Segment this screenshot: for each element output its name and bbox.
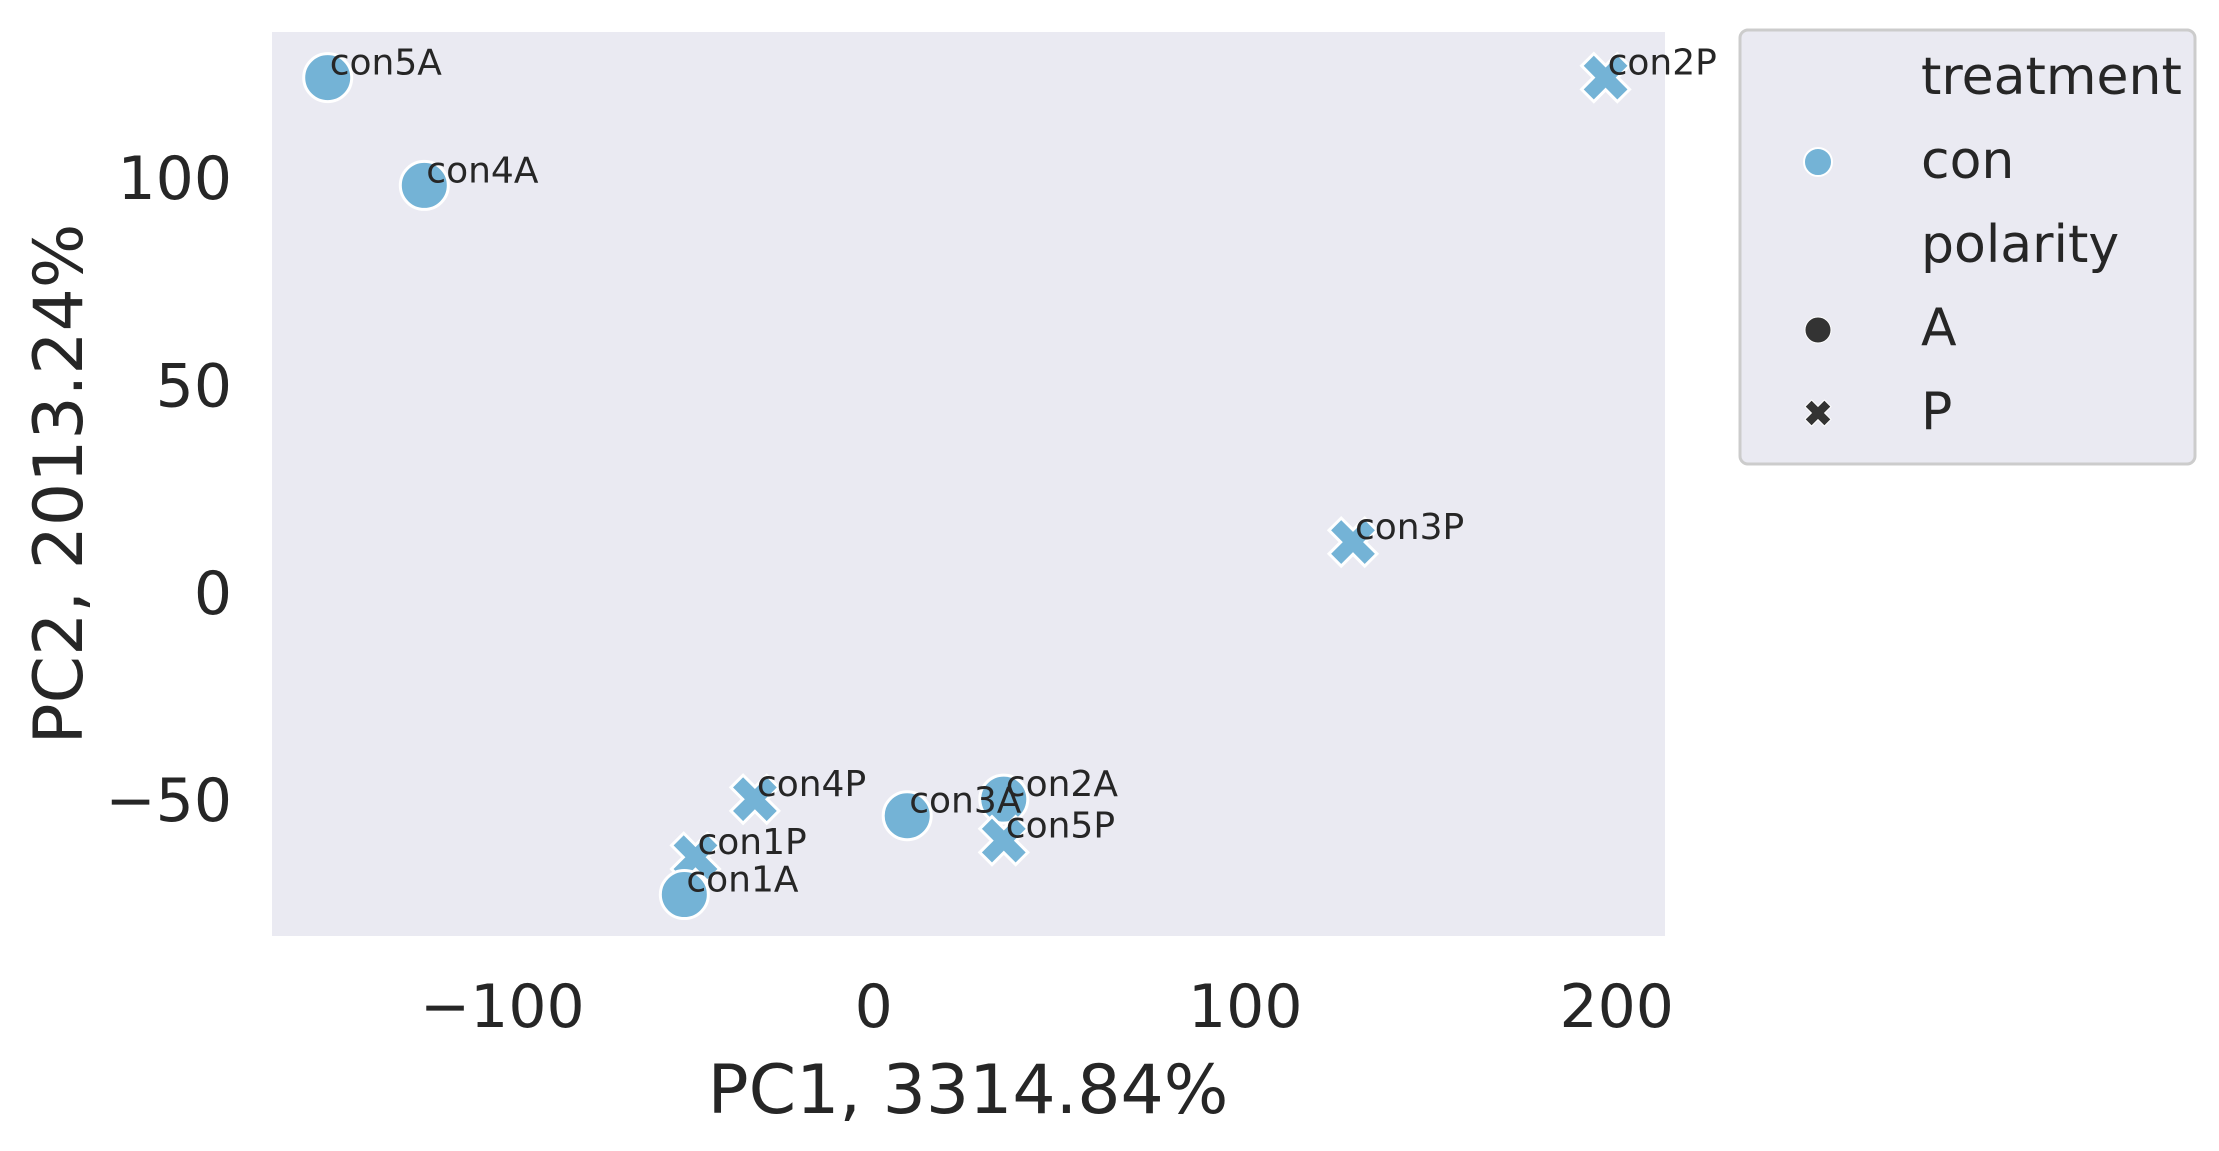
y-tick-label: 50 (156, 351, 232, 421)
y-axis-label: PC2, 2013.24% (20, 224, 99, 745)
point-label: con5P (1006, 806, 1115, 847)
point-label: con1P (697, 822, 806, 863)
data-point-circle (658, 869, 710, 921)
legend-swatch-con (1803, 147, 1833, 177)
data-points (302, 51, 1632, 921)
x-axis-label: PC1, 3314.84% (708, 1051, 1229, 1130)
x-tick-labels: −100 0 100 200 (420, 972, 1674, 1042)
point-label: con1A (686, 860, 799, 901)
plot-background (272, 32, 1665, 936)
x-tick-label: 0 (855, 972, 893, 1042)
point-label: con3P (1355, 507, 1464, 548)
data-point-circle (302, 52, 354, 104)
legend-entry-label: P (1921, 382, 1952, 442)
x-tick-label: −100 (420, 972, 585, 1042)
legend-marker-circle (1804, 316, 1832, 344)
data-point-x (1326, 515, 1380, 569)
data-point-circle (881, 790, 933, 842)
point-label: con2P (1608, 43, 1717, 84)
legend-frame (1738, 28, 2197, 466)
data-point-labels: con5A con4A con2P con3P con4P con3Acon2Acon5P… (330, 43, 1717, 901)
legend-heading: treatment (1921, 47, 2182, 107)
y-tick-label: 100 (117, 144, 232, 214)
data-point-x (1579, 51, 1632, 104)
legend-entry-label: con (1921, 131, 2014, 191)
data-point-x (728, 773, 782, 826)
point-label: con2A (1006, 764, 1119, 805)
legend-entries: treatment con polarity AP (1803, 47, 2182, 442)
y-tick-label: −50 (105, 766, 232, 836)
data-point-circle (398, 159, 450, 211)
x-tick-label: 200 (1559, 972, 1674, 1042)
legend: treatment con polarity AP (1738, 28, 2197, 466)
point-label: con4A (426, 150, 539, 191)
point-label: con3A (909, 781, 1022, 822)
legend-marker-x (1804, 399, 1832, 427)
legend-heading: polarity (1921, 215, 2119, 275)
data-point-x (977, 814, 1030, 867)
point-label: con4P (757, 764, 866, 805)
legend-entry-label: A (1921, 298, 1957, 358)
y-tick-label: 0 (194, 559, 232, 629)
y-tick-labels: −50 0 50 100 (105, 144, 232, 836)
point-label: con5A (330, 43, 443, 84)
x-tick-label: 100 (1188, 972, 1303, 1042)
data-point-circle (978, 773, 1030, 825)
